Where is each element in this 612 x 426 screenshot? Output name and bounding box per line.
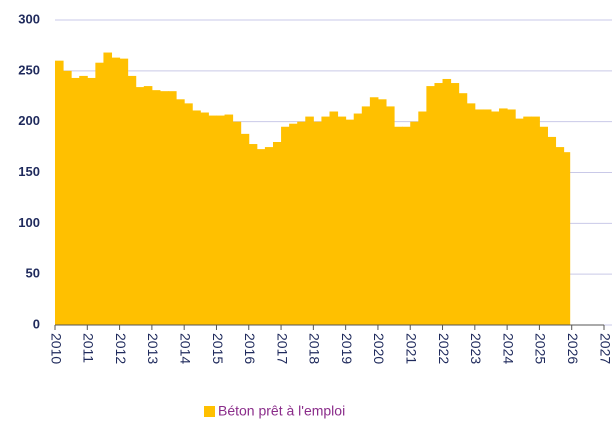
x-tick-label: 2018	[307, 333, 323, 364]
y-tick-label: 50	[26, 266, 40, 281]
x-tick-label: 2023	[468, 333, 484, 364]
area-step	[216, 115, 226, 325]
area-step	[523, 116, 532, 325]
area-step	[232, 121, 242, 326]
area-step	[240, 133, 250, 325]
x-tick-label: 2011	[81, 333, 97, 363]
area-step	[143, 86, 153, 325]
x-tick-label: 2012	[113, 333, 129, 364]
area-step	[224, 114, 234, 325]
x-tick-label: 2010	[48, 333, 64, 364]
area-step	[394, 126, 403, 325]
area-step	[337, 116, 347, 325]
area-step	[450, 83, 460, 326]
area-step	[95, 62, 104, 325]
x-tick-label: 2027	[597, 333, 612, 364]
x-tick-label: 2017	[274, 333, 290, 364]
x-tick-label: 2024	[500, 333, 516, 364]
y-tick-label: 300	[18, 11, 40, 26]
area-step	[507, 109, 516, 325]
y-tick-label: 150	[18, 164, 40, 179]
y-tick-label: 100	[18, 215, 40, 230]
area-step	[402, 126, 411, 325]
x-tick-label: 2016	[242, 333, 258, 364]
area-step	[208, 115, 217, 325]
area-step	[297, 121, 306, 326]
area-step	[499, 108, 508, 325]
x-tick-label: 2013	[145, 333, 161, 364]
area-step	[458, 93, 468, 325]
area-step	[135, 87, 145, 325]
area-step	[176, 99, 185, 325]
area-step	[79, 75, 88, 326]
x-tick-label: 2015	[210, 333, 226, 364]
x-tick-label: 2022	[436, 333, 452, 364]
x-tick-label: 2020	[371, 333, 387, 364]
area-step	[361, 106, 371, 326]
area-step	[377, 99, 387, 325]
area-step	[192, 110, 201, 325]
area-step	[248, 144, 258, 325]
area-step	[353, 113, 363, 326]
area-step	[386, 106, 395, 326]
area-step	[329, 111, 339, 325]
area-step	[466, 103, 476, 325]
area-step	[539, 126, 548, 325]
legend-swatch	[204, 406, 215, 417]
area-step	[474, 109, 484, 325]
area-step	[434, 83, 444, 326]
area-step	[111, 57, 121, 325]
area-step	[515, 118, 524, 325]
area-step	[103, 52, 113, 326]
area-step	[87, 77, 96, 325]
area-step	[410, 121, 419, 326]
x-tick-label: 2026	[565, 333, 581, 364]
area-step	[264, 147, 274, 325]
area-step	[563, 152, 571, 325]
area-step	[159, 91, 169, 326]
area-step	[305, 116, 314, 325]
area-step	[482, 109, 492, 325]
area-step	[119, 58, 129, 326]
area-step	[531, 116, 540, 325]
area-step	[321, 116, 330, 325]
x-tick-label: 2025	[533, 333, 549, 364]
area-step	[418, 111, 427, 325]
area-step	[55, 60, 64, 326]
legend-label: Béton prêt à l'emploi	[218, 403, 345, 419]
area-step	[200, 112, 209, 326]
area-step	[63, 70, 72, 325]
area-step	[369, 97, 379, 326]
area-step	[345, 119, 355, 325]
area-step	[256, 149, 266, 325]
area-step	[426, 86, 435, 325]
y-tick-label: 250	[18, 62, 40, 77]
area-step	[127, 75, 137, 326]
area-step	[71, 77, 80, 325]
area-step	[272, 142, 282, 325]
area-step	[184, 103, 193, 325]
area-step	[547, 136, 557, 325]
area-step	[168, 91, 177, 326]
area-step	[442, 78, 452, 325]
area-step	[555, 147, 565, 325]
y-tick-label: 0	[33, 316, 40, 331]
x-tick-label: 2019	[339, 333, 355, 364]
x-tick-label: 2021	[404, 333, 420, 364]
area-step	[289, 123, 298, 325]
y-tick-label: 200	[18, 113, 40, 128]
area-step	[151, 90, 161, 326]
x-tick-label: 2014	[177, 333, 193, 364]
area-step	[281, 126, 290, 325]
area-step	[490, 111, 500, 325]
area-step	[313, 121, 322, 326]
